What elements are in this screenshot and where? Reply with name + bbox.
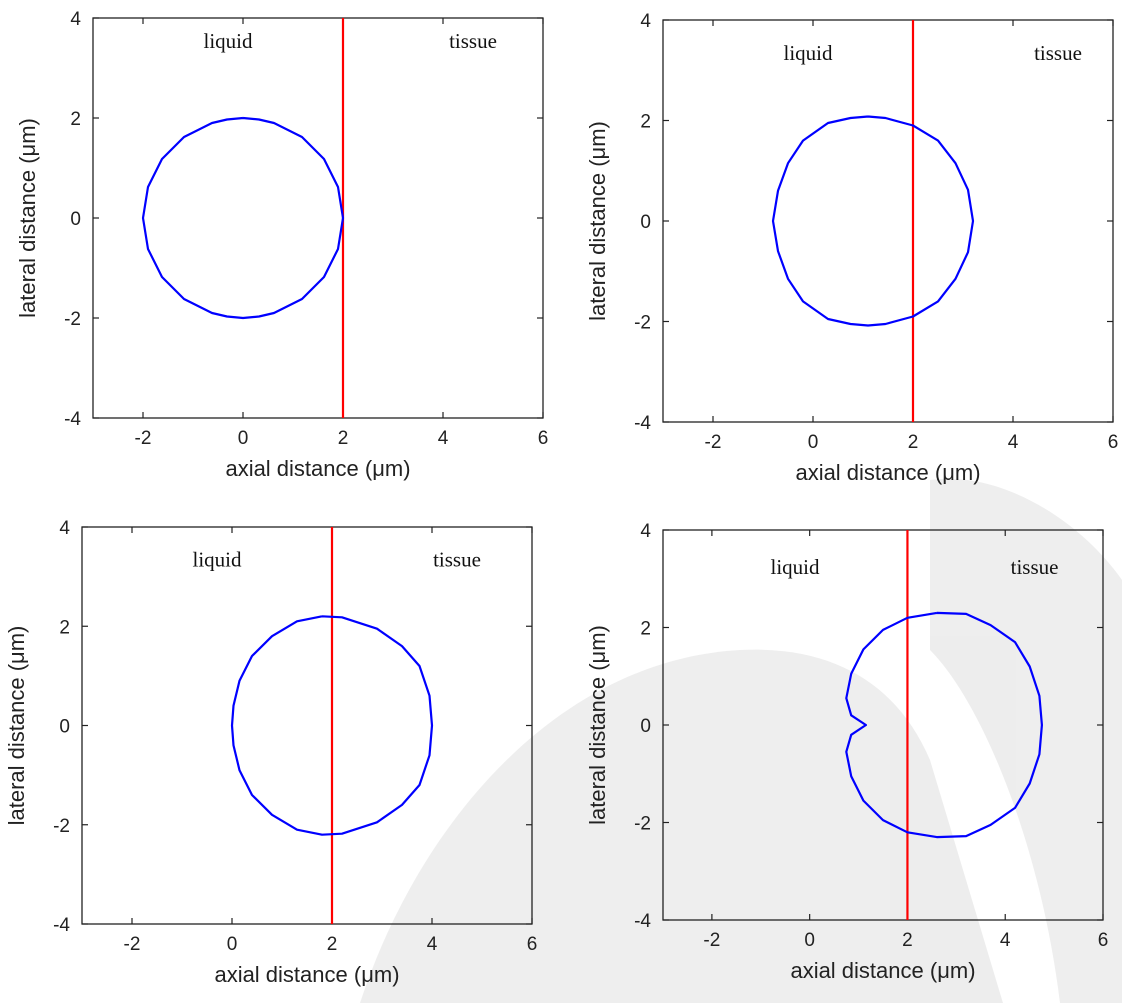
x-tick-label: -2 (124, 934, 141, 955)
x-tick-label: 4 (1008, 432, 1019, 453)
x-tick-label: 6 (527, 934, 538, 955)
x-tick-label: 2 (338, 428, 349, 449)
y-axis-label: lateral distance (μm) (585, 121, 610, 321)
x-axis-label: axial distance (μm) (225, 456, 410, 481)
bubble-contour-series (230, 615, 434, 836)
region-label-tissue: tissue (433, 548, 481, 572)
x-tick-label: -2 (135, 428, 152, 449)
y-tick-label: -2 (634, 814, 651, 835)
x-tick-label: 6 (538, 428, 549, 449)
region-label-tissue: tissue (449, 29, 497, 53)
chart-panel-bottom-right: -2 0 2 4 6 -4 -2 0 2 4 axial distance (μm) lateral … (585, 521, 1108, 983)
x-tick-label: 2 (327, 934, 338, 955)
y-tick-label: 4 (70, 9, 81, 30)
chart-panel-top-right: -2 0 2 4 6 -4 -2 0 2 4 axial distance (μm) lateral … (585, 11, 1118, 485)
y-axis-label: lateral distance (μm) (4, 626, 29, 826)
bubble-contour-series (771, 115, 975, 327)
y-tick-label: 0 (640, 716, 651, 737)
x-tick-label: 0 (227, 934, 238, 955)
x-tick-label: 0 (804, 930, 815, 951)
y-tick-label: 2 (70, 109, 81, 130)
bubble-contour-series (141, 116, 345, 320)
bubble-contour-series (845, 611, 1044, 839)
y-tick-label: -2 (64, 309, 81, 330)
y-tick-label: 2 (59, 617, 70, 638)
x-tick-label: -2 (705, 432, 722, 453)
y-tick-label: 4 (59, 518, 70, 539)
y-tick-label: 2 (640, 112, 651, 133)
watermark-shape (360, 478, 1122, 1003)
x-tick-label: 4 (1000, 930, 1011, 951)
y-tick-label: 4 (640, 11, 651, 32)
region-label-liquid: liquid (192, 548, 242, 572)
y-tick-label: -4 (64, 409, 81, 430)
y-tick-label: 0 (59, 717, 70, 738)
axes-frame (662, 19, 1114, 423)
x-tick-label: 0 (238, 428, 249, 449)
y-axis-label: lateral distance (μm) (585, 625, 610, 825)
x-axis-label: axial distance (μm) (790, 958, 975, 983)
x-tick-label: 2 (908, 432, 919, 453)
region-label-tissue: tissue (1011, 555, 1059, 579)
y-tick-label: 4 (640, 521, 651, 542)
x-axis-label: axial distance (μm) (795, 460, 980, 485)
chart-panel-bottom-left: -2 0 2 4 6 -4 -2 0 2 4 axial distance (μm) lateral … (4, 518, 537, 987)
y-tick-label: 0 (70, 209, 81, 230)
x-tick-label: 6 (1108, 432, 1119, 453)
x-tick-label: -2 (703, 930, 720, 951)
y-tick-label: -2 (634, 313, 651, 334)
y-tick-label: 2 (640, 619, 651, 640)
y-tick-label: -4 (53, 915, 70, 936)
region-label-liquid: liquid (770, 555, 820, 579)
region-label-liquid: liquid (783, 41, 833, 65)
x-tick-label: 2 (902, 930, 913, 951)
x-tick-label: 0 (808, 432, 819, 453)
x-tick-label: 6 (1098, 930, 1109, 951)
x-axis-label: axial distance (μm) (214, 962, 399, 987)
x-tick-label: 4 (427, 934, 438, 955)
y-tick-label: -4 (634, 911, 651, 932)
region-label-tissue: tissue (1034, 41, 1082, 65)
y-tick-label: -4 (634, 413, 651, 434)
region-label-liquid: liquid (203, 29, 253, 53)
y-axis-label: lateral distance (μm) (15, 118, 40, 318)
chart-panel-top-left: -2 0 2 4 6 -4 -2 0 2 4 axial distance (μm) lateral … (15, 9, 548, 481)
axes-frame (92, 17, 544, 419)
x-tick-label: 4 (438, 428, 449, 449)
y-tick-label: -2 (53, 816, 70, 837)
y-tick-label: 0 (640, 212, 651, 233)
